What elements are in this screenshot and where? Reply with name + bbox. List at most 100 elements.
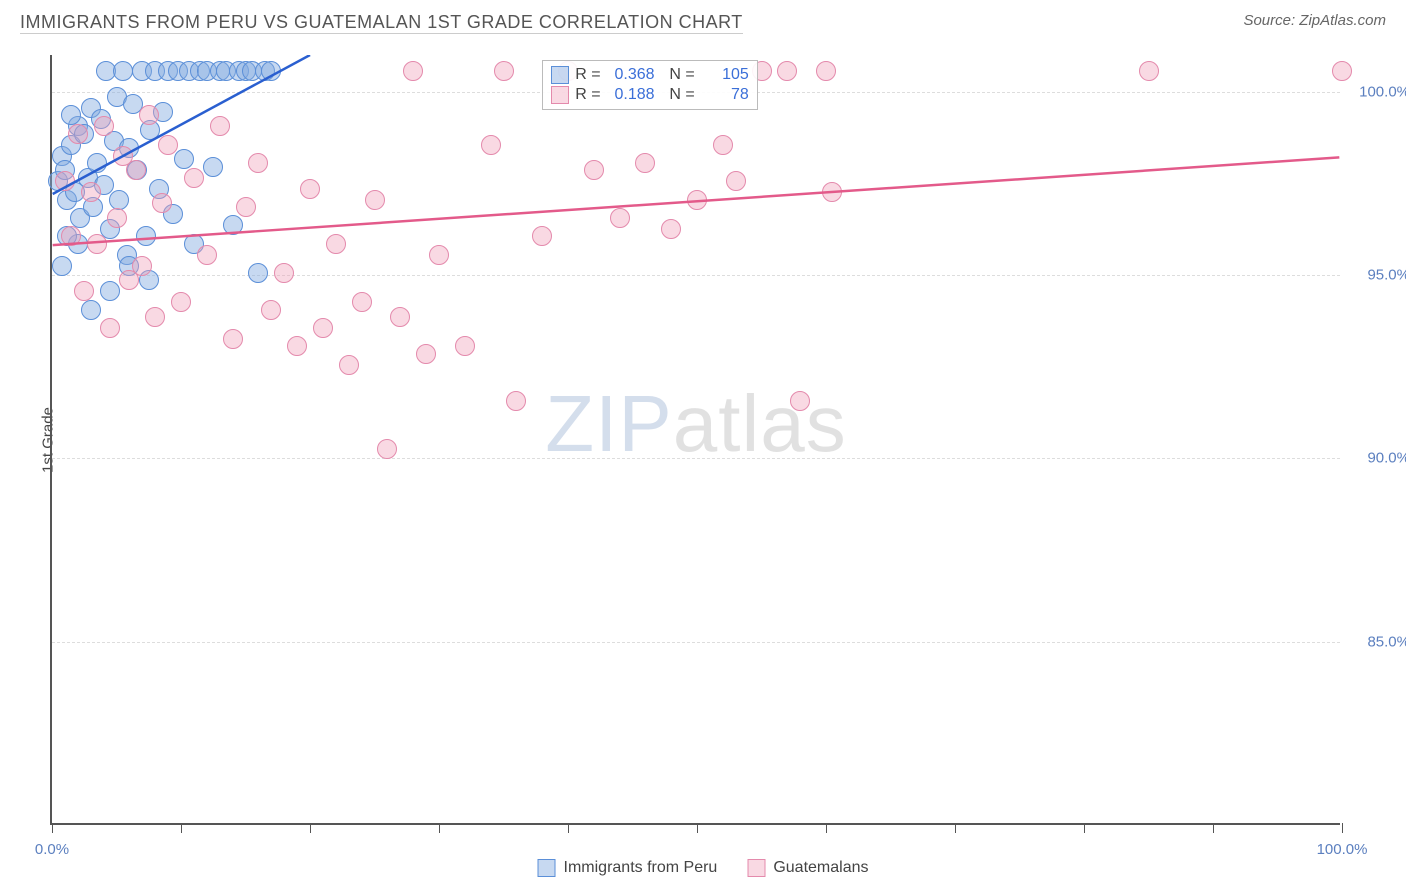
x-tick (181, 823, 182, 833)
data-point (532, 226, 552, 246)
data-point (339, 355, 359, 375)
x-tick (568, 823, 569, 833)
stat-label: N = (661, 86, 695, 104)
stat-label: R = (575, 66, 600, 84)
data-point (236, 197, 256, 217)
data-point (136, 226, 156, 246)
x-tick (826, 823, 827, 833)
data-point (494, 61, 514, 81)
data-point (455, 336, 475, 356)
data-point (94, 116, 114, 136)
data-point (352, 292, 372, 312)
y-tick-label: 95.0% (1350, 267, 1406, 284)
data-point (223, 215, 243, 235)
x-tick (1084, 823, 1085, 833)
y-tick-label: 85.0% (1350, 633, 1406, 650)
data-point (261, 300, 281, 320)
data-point (174, 149, 194, 169)
data-point (713, 135, 733, 155)
data-point (1332, 61, 1352, 81)
stats-row: R = 0.368 N = 105 (551, 65, 749, 85)
data-point (377, 439, 397, 459)
data-point (203, 157, 223, 177)
y-tick-label: 90.0% (1350, 450, 1406, 467)
data-point (661, 219, 681, 239)
gridline (52, 275, 1340, 276)
data-point (145, 307, 165, 327)
data-point (61, 105, 81, 125)
data-point (158, 135, 178, 155)
data-point (726, 171, 746, 191)
data-point (87, 234, 107, 254)
data-point (100, 318, 120, 338)
data-point (1139, 61, 1159, 81)
legend: Immigrants from Peru Guatemalans (538, 859, 869, 877)
data-point (109, 190, 129, 210)
data-point (326, 234, 346, 254)
n-value: 78 (701, 86, 749, 104)
x-tick (1213, 823, 1214, 833)
data-point (429, 245, 449, 265)
x-tick (955, 823, 956, 833)
data-point (777, 61, 797, 81)
data-point (313, 318, 333, 338)
data-point (300, 179, 320, 199)
data-point (87, 153, 107, 173)
legend-item: Guatemalans (747, 859, 868, 877)
data-point (113, 61, 133, 81)
data-point (610, 208, 630, 228)
x-tick (52, 823, 53, 833)
y-tick-label: 100.0% (1350, 83, 1406, 100)
source-attribution: Source: ZipAtlas.com (1243, 12, 1386, 29)
data-point (584, 160, 604, 180)
data-point (403, 61, 423, 81)
x-tick-label: 100.0% (1317, 841, 1368, 858)
legend-swatch (747, 859, 765, 877)
r-value: 0.188 (607, 86, 655, 104)
data-point (100, 281, 120, 301)
data-point (481, 135, 501, 155)
stats-box: R = 0.368 N = 105 R = 0.188 N = 78 (542, 60, 758, 110)
data-point (365, 190, 385, 210)
legend-item: Immigrants from Peru (538, 859, 718, 877)
trend-lines (52, 55, 1340, 823)
n-value: 105 (701, 66, 749, 84)
data-point (81, 300, 101, 320)
data-point (81, 182, 101, 202)
stat-label: R = (575, 86, 600, 104)
x-tick (697, 823, 698, 833)
data-point (635, 153, 655, 173)
chart-container: 1st Grade ZIPatlas R =0.368 N =105R =0.1… (50, 55, 1390, 825)
data-point (68, 124, 88, 144)
data-point (816, 61, 836, 81)
plot-area: ZIPatlas R =0.368 N =105R =0.188 N =78 1… (50, 55, 1340, 825)
data-point (171, 292, 191, 312)
data-point (248, 263, 268, 283)
data-point (152, 193, 172, 213)
x-tick (310, 823, 311, 833)
gridline (52, 458, 1340, 459)
data-point (55, 171, 75, 191)
r-value: 0.368 (607, 66, 655, 84)
legend-label: Guatemalans (773, 859, 868, 877)
data-point (197, 245, 217, 265)
stat-label: N = (661, 66, 695, 84)
data-point (223, 329, 243, 349)
data-point (139, 105, 159, 125)
x-tick (439, 823, 440, 833)
data-point (687, 190, 707, 210)
data-point (248, 153, 268, 173)
data-point (287, 336, 307, 356)
legend-label: Immigrants from Peru (564, 859, 718, 877)
data-point (790, 391, 810, 411)
data-point (52, 256, 72, 276)
data-point (184, 168, 204, 188)
gridline (52, 642, 1340, 643)
stats-row: R = 0.188 N = 78 (551, 85, 749, 105)
data-point (506, 391, 526, 411)
x-tick-label: 0.0% (35, 841, 69, 858)
data-point (416, 344, 436, 364)
data-point (61, 226, 81, 246)
series-swatch (551, 66, 569, 84)
chart-title: IMMIGRANTS FROM PERU VS GUATEMALAN 1ST G… (20, 12, 743, 34)
